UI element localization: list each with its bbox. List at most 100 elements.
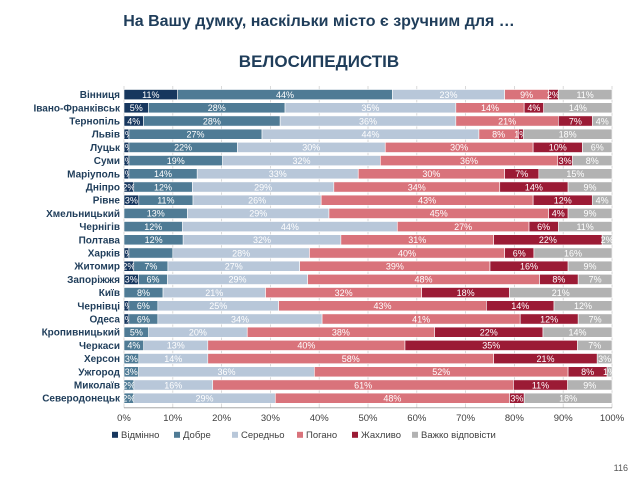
data-label: 23% <box>440 90 458 100</box>
data-label: 4% <box>596 196 609 206</box>
data-label: 2% <box>547 90 560 100</box>
bar-segment <box>533 247 613 259</box>
data-label: 27% <box>225 262 243 272</box>
data-label: 2% <box>122 394 135 404</box>
category-label: Запоріжжя <box>67 275 120 286</box>
data-label: 9% <box>583 380 596 390</box>
legend-swatch <box>352 431 358 438</box>
data-label: 34% <box>231 314 249 324</box>
legend-label: Важко відповісти <box>421 430 496 441</box>
data-label: 12% <box>574 301 592 311</box>
data-label: 29% <box>229 275 247 285</box>
data-label: 3% <box>125 354 138 364</box>
category-label: Чернівці <box>77 301 120 312</box>
data-label: 12% <box>540 314 558 324</box>
data-label: 1% <box>603 367 616 377</box>
data-label: 1% <box>120 301 133 311</box>
data-label: 28% <box>208 103 226 113</box>
data-label: 15% <box>566 169 584 179</box>
data-label: 32% <box>253 235 271 245</box>
category-label: Київ <box>99 288 120 299</box>
data-label: 36% <box>460 156 478 166</box>
data-label: 16% <box>164 380 182 390</box>
data-label: 29% <box>249 209 267 219</box>
data-label: 26% <box>248 196 266 206</box>
data-label: 7% <box>569 116 582 126</box>
data-label: 1% <box>120 314 133 324</box>
data-label: 22% <box>174 143 192 153</box>
data-label: 20% <box>189 328 207 338</box>
data-label: 44% <box>281 222 299 232</box>
data-label: 7% <box>515 169 528 179</box>
data-label: 12% <box>554 196 572 206</box>
data-label: 8% <box>137 288 150 298</box>
data-label: 36% <box>217 367 235 377</box>
data-label: 3% <box>559 156 572 166</box>
data-label: 2% <box>122 380 135 390</box>
legend-swatch <box>112 431 118 438</box>
data-label: 3% <box>125 367 138 377</box>
data-label: 35% <box>361 103 379 113</box>
data-label: 32% <box>292 156 310 166</box>
data-label: 9% <box>584 209 597 219</box>
data-label: 11% <box>532 380 549 390</box>
x-tick-label: 50% <box>358 413 378 424</box>
data-label: 12% <box>145 235 163 245</box>
data-label: 3% <box>598 354 611 364</box>
bar-segment <box>558 89 613 100</box>
x-tick-label: 100% <box>600 413 625 424</box>
data-label: 38% <box>332 328 350 338</box>
bar-segment <box>577 313 613 325</box>
legend-label: Добре <box>183 430 211 441</box>
bar-segment <box>567 208 613 219</box>
category-label: Полтава <box>79 235 121 246</box>
data-label: 14% <box>568 328 586 338</box>
data-label: 3% <box>125 196 138 206</box>
data-label: 27% <box>186 130 204 140</box>
category-label: Житомир <box>73 262 120 273</box>
data-label: 43% <box>373 301 391 311</box>
bar-segment <box>591 194 613 206</box>
data-label: 1% <box>514 130 527 140</box>
category-label: Одеса <box>89 315 120 326</box>
data-label: 1% <box>120 130 133 140</box>
data-label: 14% <box>164 354 182 364</box>
bar-segment <box>596 353 613 364</box>
data-label: 1% <box>120 169 133 179</box>
category-label: Херсон <box>84 354 120 365</box>
category-label: Кропивницький <box>42 328 120 339</box>
category-label: Северодонецьк <box>42 394 121 405</box>
data-label: 61% <box>354 380 372 390</box>
bar-segment <box>601 234 613 246</box>
data-label: 3% <box>125 275 138 285</box>
data-label: 5% <box>130 328 143 338</box>
data-label: 6% <box>137 314 150 324</box>
data-label: 1% <box>120 248 133 258</box>
data-label: 11% <box>576 90 593 100</box>
data-label: 30% <box>302 143 320 153</box>
data-label: 29% <box>254 182 272 192</box>
x-tick-label: 40% <box>310 413 330 424</box>
legend-label: Середньо <box>241 430 285 441</box>
data-label: 14% <box>154 169 172 179</box>
bar-segment <box>542 326 613 338</box>
legend-swatch <box>412 431 418 438</box>
data-label: 4% <box>127 341 140 351</box>
bar-segment <box>592 115 613 127</box>
data-label: 52% <box>432 367 450 377</box>
data-label: 4% <box>552 209 565 219</box>
category-label: Маріуполь <box>67 169 120 180</box>
data-label: 13% <box>147 209 165 219</box>
data-label: 6% <box>591 143 604 153</box>
data-label: 30% <box>422 169 440 179</box>
data-label: 2% <box>601 235 614 245</box>
data-label: 48% <box>415 275 433 285</box>
data-label: 44% <box>361 130 379 140</box>
data-label: 14% <box>511 301 529 311</box>
data-label: 18% <box>457 288 475 298</box>
data-label: 43% <box>418 196 436 206</box>
bar-segment <box>522 128 613 140</box>
bar-segment <box>577 273 613 285</box>
chart-title: На Вашу думку, наскільки місто є зручним… <box>123 13 515 30</box>
category-label: Суми <box>94 156 120 167</box>
